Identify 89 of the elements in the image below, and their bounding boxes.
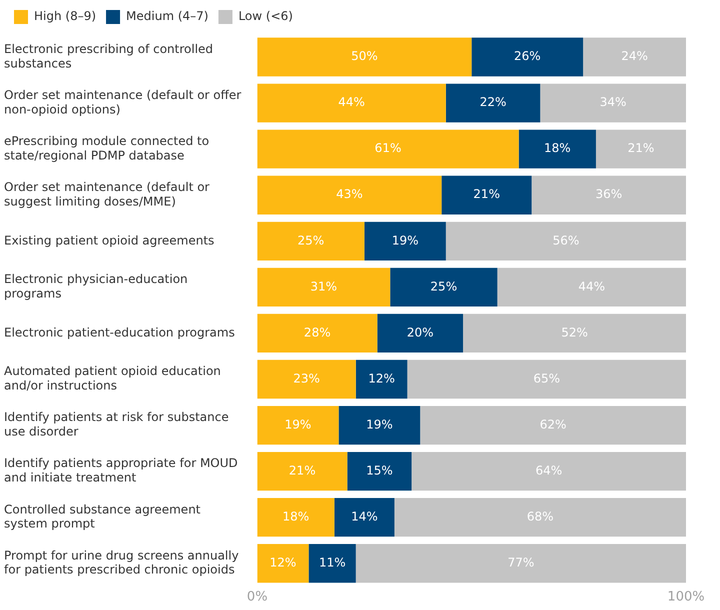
bar [257,452,348,491]
bar [338,406,420,445]
y-tick-label: ePrescribing module connected to state/regional PDMP database [4,134,210,162]
y-tick-label: Existing patient opioid agreements [4,233,214,248]
y-tick-label: Order set maintenance (default or suggest limiting doses/MME) [4,180,210,208]
data-label: 77% [508,556,534,570]
data-label: 61% [374,141,402,156]
bar [377,314,464,353]
x-tick-label: 0% [246,590,268,605]
bar [497,268,686,307]
bar [257,38,472,76]
bar [308,544,356,583]
data-label: 50% [351,49,378,64]
bar [257,222,364,260]
data-label: 68% [526,509,554,524]
data-label: 21% [288,463,316,478]
bar [394,498,686,537]
data-label: 31% [310,279,338,294]
data-label: 64% [535,463,562,478]
data-label: 21% [473,187,500,202]
bar [463,314,686,353]
bar [390,268,498,307]
data-label: 25% [430,279,458,294]
bar [420,406,686,445]
data-label: 44% [578,279,606,294]
data-label: 18% [282,509,310,524]
y-tick-label: Order set maintenance (default or offer non-opioid options) [4,88,242,116]
y-tick-label: Electronic patient-education programs [4,325,235,340]
data-label: 36% [595,187,622,202]
data-label: 21% [628,141,654,156]
legend-label: High (8–9) [34,9,96,24]
bar [257,498,334,537]
data-label: 19% [392,233,418,248]
data-label: 43% [336,187,363,202]
data-label: 14% [351,509,378,524]
y-tick-label: Controlled substance agreement system prompt [4,502,201,531]
bar [518,130,596,168]
bar [334,498,394,537]
data-label: 26% [514,49,541,64]
bar [356,360,408,399]
data-label: 24% [621,49,648,64]
bar [442,176,532,214]
data-label: 19% [284,417,312,432]
legend-label: Medium (4–7) [126,9,208,24]
data-label: 23% [293,371,320,386]
bar [412,452,686,491]
data-label: 62% [540,417,566,432]
bar [407,360,686,399]
bar [356,544,686,583]
bar [540,84,686,122]
data-label: 18% [544,141,571,156]
data-label: 19% [366,417,393,432]
data-label: 52% [561,325,588,340]
bar [364,222,446,260]
data-label: 15% [366,463,393,478]
y-tick-label: Prompt for urine drug screens annually for patients prescribed chronic opioids [4,548,239,577]
bar [472,38,584,76]
y-tick-label: Identify patients at risk for substance use disorder [4,410,229,439]
bar [257,268,390,307]
data-label: 12% [368,371,395,386]
data-label: 25% [297,233,324,248]
bar [257,84,446,122]
legend-label: Low (<6) [238,9,293,24]
y-tick-label: Electronic prescribing of controlled substances [4,42,214,70]
data-label: 65% [533,371,560,386]
data-label: 12% [270,556,296,570]
data-label: 28% [304,325,331,340]
data-label: 56% [552,233,580,248]
bar [257,360,356,399]
bar [596,130,686,168]
y-tick-label: Automated patient opioid education and/or instructions [4,364,221,393]
bar [257,176,442,214]
data-label: 11% [318,556,346,570]
bar [446,222,686,260]
x-tick-label: 100% [667,590,705,605]
y-tick-label: Identify patients appropriate for MOUD and initiate treatment [4,456,238,485]
data-label: 20% [406,325,434,340]
bar [257,130,519,168]
data-label: 22% [480,95,506,110]
bar [532,176,686,214]
bar [257,544,309,583]
bar [257,406,339,445]
data-label: 34% [600,95,626,110]
bar [347,452,412,491]
data-label: 44% [338,95,365,110]
bar [257,314,378,353]
y-tick-label: Electronic physician-education programs [4,272,188,301]
bar [583,38,686,76]
bar [446,84,540,122]
